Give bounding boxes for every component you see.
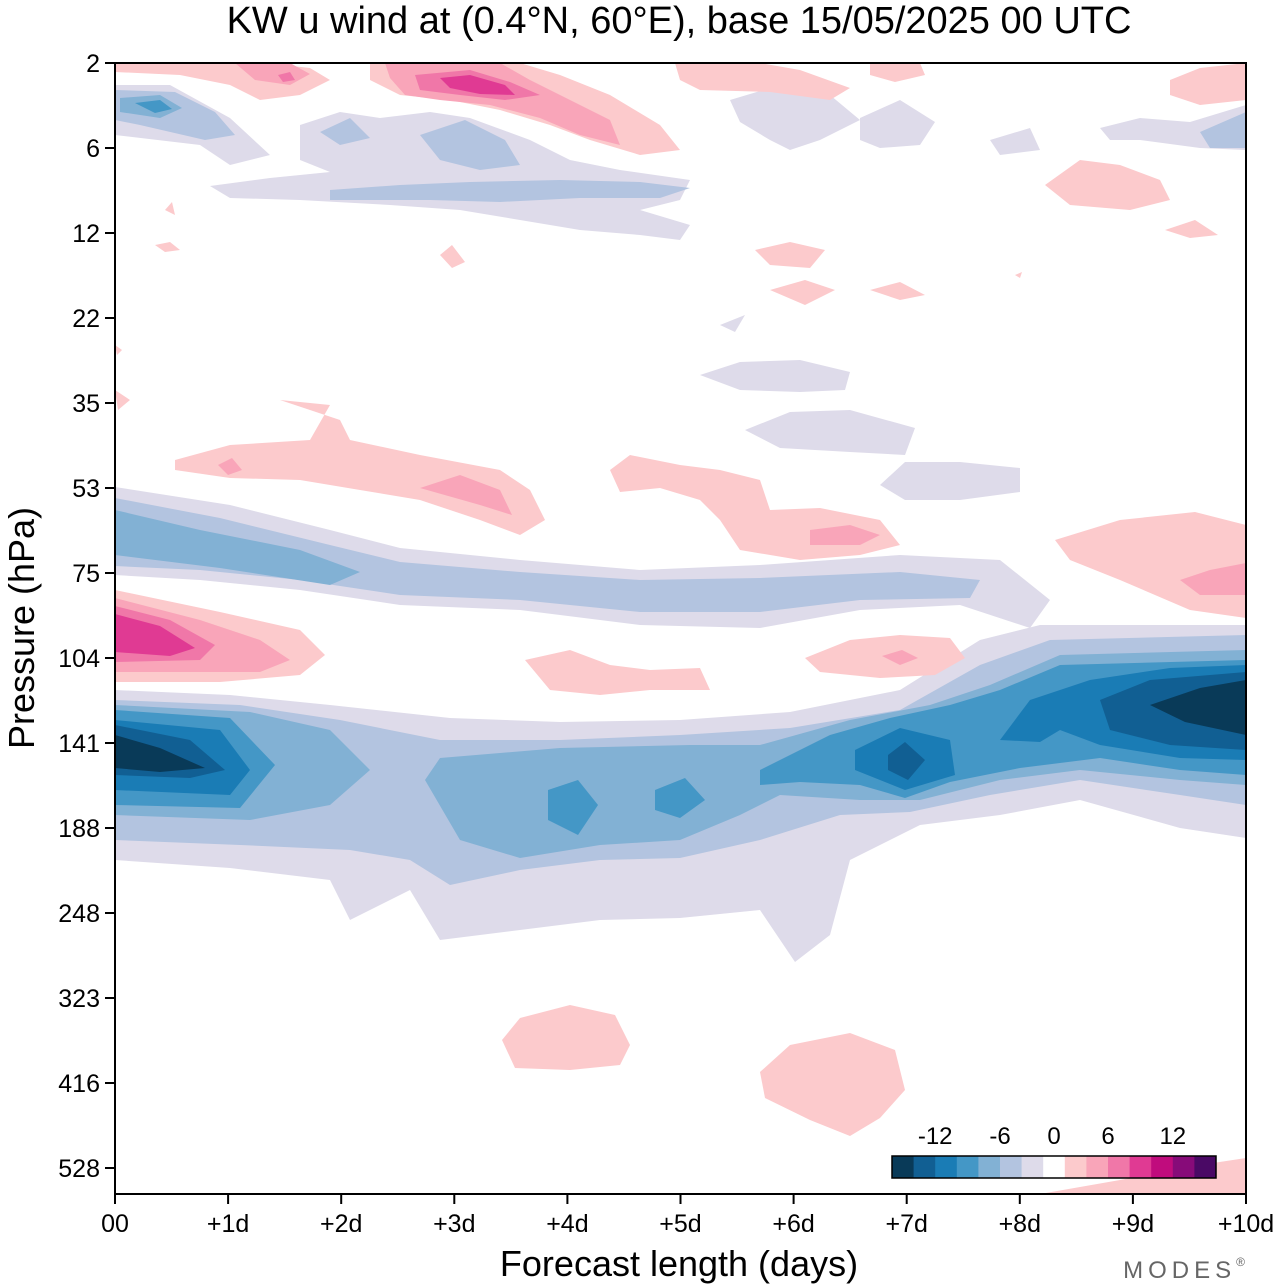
x-tick-label: +6d <box>772 1210 814 1238</box>
colorbar-swatch <box>978 1156 1001 1178</box>
colorbar-swatch <box>913 1156 936 1178</box>
y-tick-label: 35 <box>72 390 100 418</box>
x-tick-label: +7d <box>885 1210 927 1238</box>
contour-easterly-65-l3 <box>115 510 360 585</box>
y-tick-label: 53 <box>72 475 100 503</box>
brand-text: MODES <box>1123 1257 1236 1284</box>
y-tick-label: 2 <box>86 50 100 78</box>
brand-mark: ® <box>1236 1255 1250 1269</box>
contour-westerly-53-a <box>175 400 545 535</box>
contour-upper-easterly-l4 <box>135 100 172 113</box>
contour-easterly-35 <box>700 360 850 392</box>
x-tick-label: +2d <box>320 1210 362 1238</box>
contour-fills <box>115 63 1246 1194</box>
contour-westerly-53-c <box>218 458 242 475</box>
colorbar-tick-label: -12 <box>918 1123 953 1150</box>
contour-easterly-53 <box>880 462 1020 500</box>
colorbar-labels: -12 -6 0 6 12 <box>918 1123 1186 1150</box>
contour-westerly-380 <box>502 1005 630 1070</box>
colorbar-swatch <box>1172 1156 1195 1178</box>
y-axis-ticks: 2 6 12 22 35 53 75 104 141 188 248 323 416 528 <box>58 50 115 1183</box>
brand-logo: MODES® <box>1123 1255 1250 1284</box>
colorbar-frame <box>891 1155 1217 1179</box>
contour-westerly-60-e <box>810 525 880 545</box>
contour-westerly-75-g <box>1180 563 1246 595</box>
y-tick-label: 248 <box>58 900 100 928</box>
colorbar-tick-label: 0 <box>1047 1123 1060 1150</box>
y-tick-label: 75 <box>72 560 100 588</box>
x-tick-label: +5d <box>659 1210 701 1238</box>
x-tick-label: +1d <box>207 1210 249 1238</box>
y-tick-label: 104 <box>58 645 100 673</box>
contour-easterly-l4 <box>115 660 1246 835</box>
colorbar <box>891 1155 1217 1179</box>
y-tick-label: 6 <box>86 135 100 163</box>
x-tick-label: +9d <box>1112 1210 1154 1238</box>
contour-upper-westerly-l4 <box>440 75 515 95</box>
x-tick-label: +4d <box>546 1210 588 1238</box>
contour-westerly-104-j <box>882 650 918 665</box>
contour-westerly-104-h <box>525 650 710 695</box>
x-tick-label: 00 <box>101 1210 129 1238</box>
colorbar-swatch <box>1194 1156 1217 1178</box>
y-tick-label: 22 <box>72 305 100 333</box>
x-axis-ticks: 00 +1d +2d +3d +4d +5d +6d +7d +8d +9d +10d <box>101 1194 1274 1238</box>
contour-upper-easterly-l1 <box>115 85 1246 240</box>
colorbar-swatch <box>1043 1156 1066 1178</box>
contour-westerly-450 <box>760 1033 905 1136</box>
y-tick-label: 323 <box>58 985 100 1013</box>
y-tick-label: 416 <box>58 1070 100 1098</box>
contour-easterly-22 <box>720 315 745 332</box>
colorbar-tick-label: 12 <box>1159 1123 1186 1150</box>
colorbar-swatch <box>1129 1156 1152 1178</box>
y-tick-label: 528 <box>58 1155 100 1183</box>
colorbar-swatch <box>935 1156 958 1178</box>
colorbar-swatch <box>1108 1156 1131 1178</box>
x-axis-label: Forecast length (days) <box>500 1243 858 1284</box>
contour-westerly-104-l4 <box>115 614 195 656</box>
x-tick-label: +8d <box>999 1210 1041 1238</box>
y-tick-label: 12 <box>72 220 100 248</box>
contour-easterly-40 <box>745 410 915 455</box>
colorbar-swatch <box>1086 1156 1109 1178</box>
colorbar-tick-label: 6 <box>1101 1123 1114 1150</box>
colorbar-swatch <box>1064 1156 1087 1178</box>
y-tick-label: 141 <box>58 730 100 758</box>
colorbar-swatch <box>892 1156 915 1178</box>
colorbar-tick-label: -6 <box>989 1123 1010 1150</box>
plot-area <box>114 62 1247 1195</box>
colorbar-swatch <box>1151 1156 1174 1178</box>
contour-easterly-l5 <box>115 665 1246 795</box>
colorbar-swatch <box>1000 1156 1023 1178</box>
y-axis-label: Pressure (hPa) <box>1 507 42 749</box>
contour-upper-westerly-l2 <box>235 63 620 145</box>
x-tick-label: +3d <box>433 1210 475 1238</box>
colorbar-swatch <box>956 1156 979 1178</box>
colorbar-swatch <box>1021 1156 1044 1178</box>
x-tick-label: +10d <box>1218 1210 1274 1238</box>
chart-title: KW u wind at (0.4°N, 60°E), base 15/05/2… <box>227 0 1132 42</box>
contour-westerly-53-b <box>420 475 512 515</box>
y-tick-label: 188 <box>58 815 100 843</box>
